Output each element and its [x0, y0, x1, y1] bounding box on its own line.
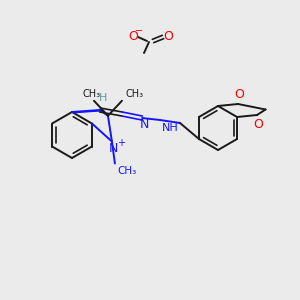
Text: CH₃: CH₃ [83, 89, 101, 99]
Text: N: N [109, 142, 119, 155]
Text: O: O [253, 118, 263, 130]
Text: +: + [117, 139, 125, 148]
Text: −: − [135, 26, 143, 36]
Text: O: O [128, 29, 138, 43]
Text: NH: NH [162, 123, 179, 133]
Text: N: N [139, 118, 149, 131]
Text: CH₃: CH₃ [117, 167, 136, 176]
Text: H: H [99, 93, 107, 103]
Text: O: O [234, 88, 244, 101]
Text: CH₃: CH₃ [126, 89, 144, 99]
Text: O: O [163, 29, 173, 43]
